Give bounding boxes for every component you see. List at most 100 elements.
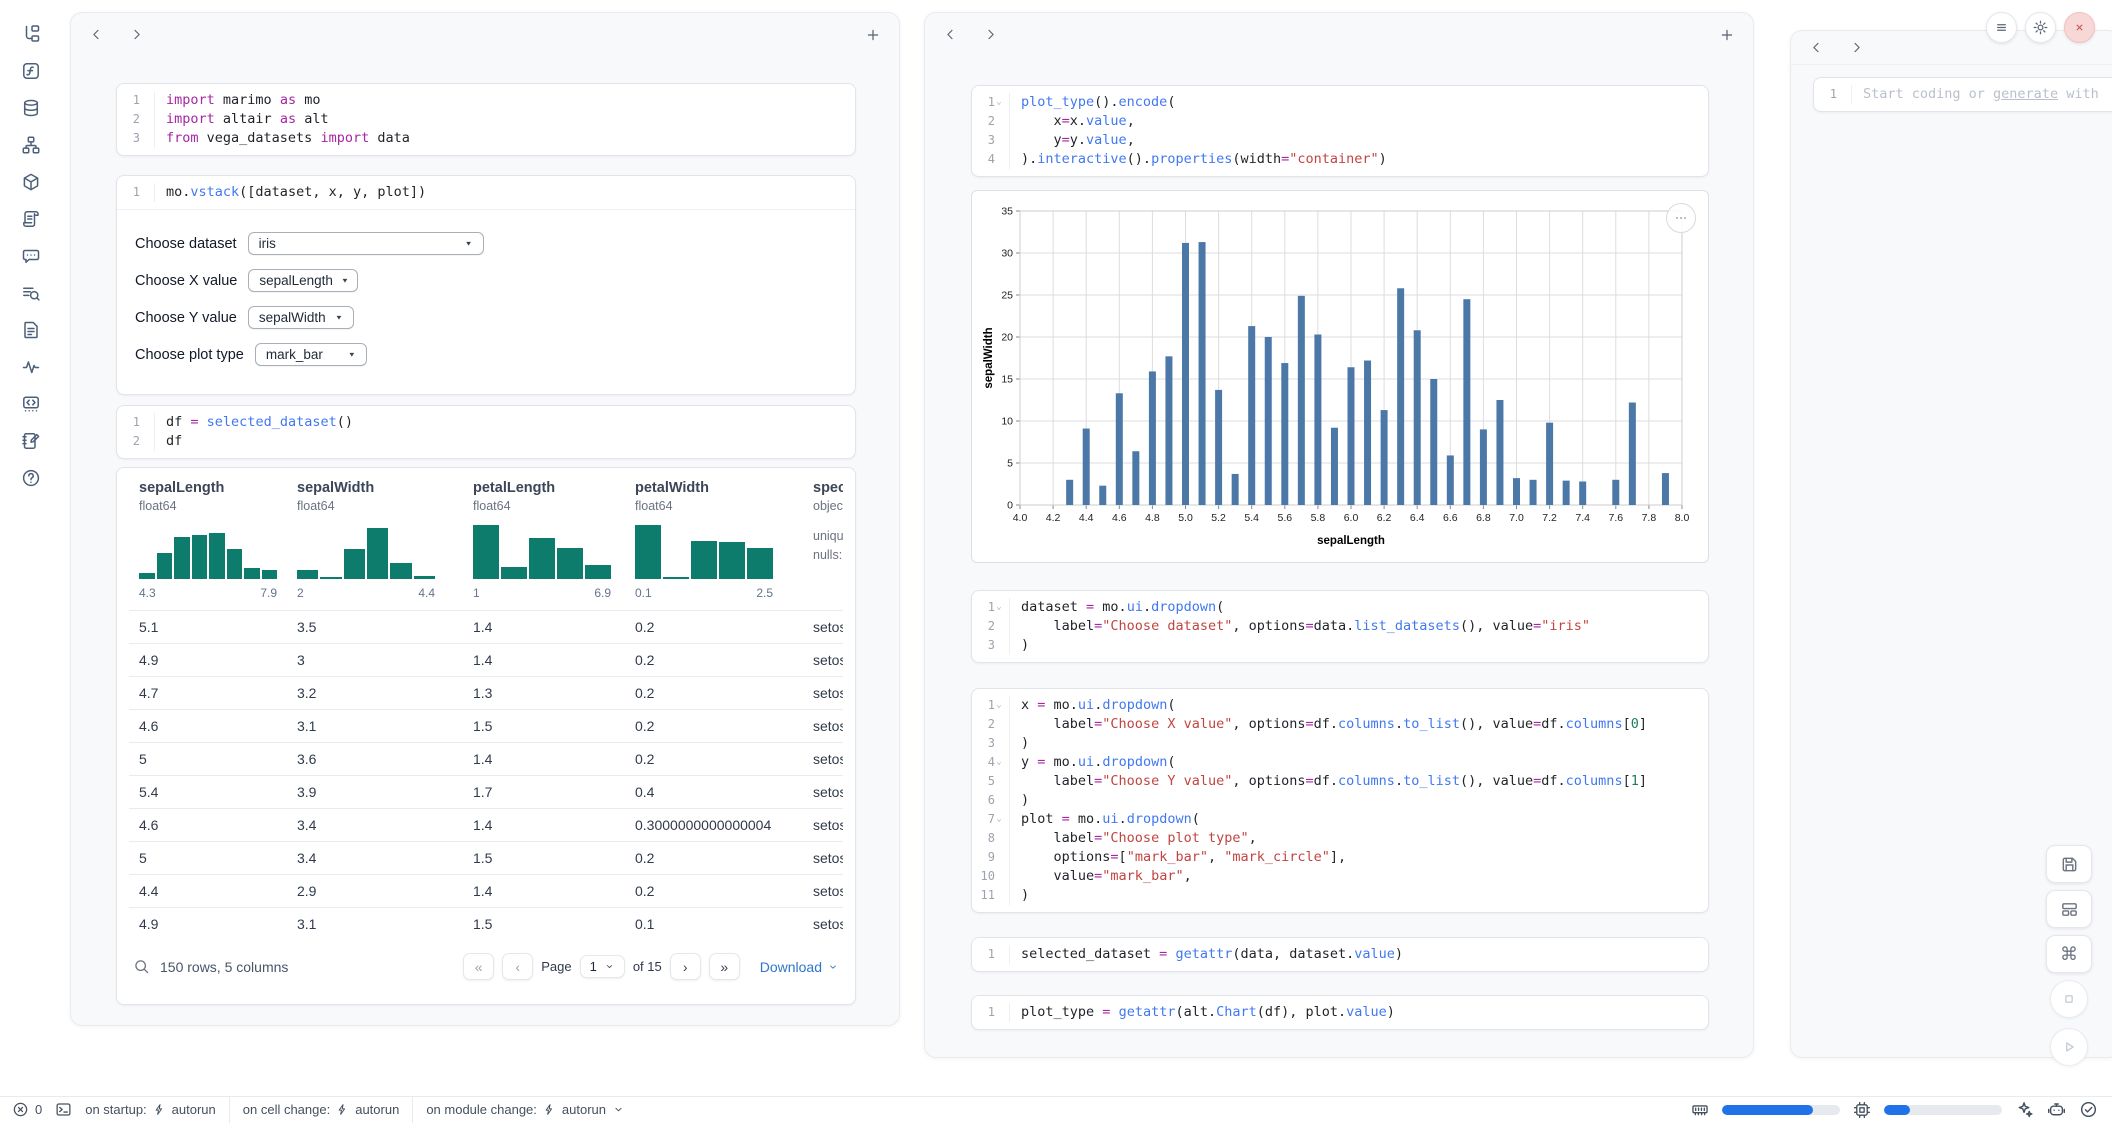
code-line: 1 ⌄ x = mo.ui.dropdown( (972, 696, 1708, 715)
code-cell-dataset-dropdown[interactable]: 1⌄dataset = mo.ui.dropdown(2⌄ label="Cho… (971, 590, 1709, 663)
run-mode-on-module-change[interactable]: on module change: autorun (426, 1102, 625, 1117)
choose-x-value-select[interactable]: sepalLength ▼ (248, 269, 359, 292)
table-row[interactable]: 4.63.11.50.2setosa (129, 709, 843, 742)
choose-plot-type-select[interactable]: mark_bar ▼ (254, 343, 367, 366)
choose-dataset-select[interactable]: iris ▼ (247, 232, 484, 255)
next-page-button[interactable]: › (669, 953, 701, 980)
file-tree-icon[interactable] (21, 24, 42, 45)
svg-text:6.0: 6.0 (1344, 512, 1359, 524)
table-column-header[interactable]: speciesobjectunique:nulls: (813, 480, 843, 562)
table-row[interactable]: 4.73.21.30.2setosa (129, 676, 843, 709)
code-cell-xy-plot-dropdowns[interactable]: 1⌄x = mo.ui.dropdown(2⌄ label="Choose X … (971, 688, 1709, 913)
code-line: 2⌄ x=x.value, (972, 112, 1708, 131)
function-square-icon[interactable] (21, 61, 42, 82)
table-column-header[interactable]: sepalWidth float64 2 4.4 (297, 480, 435, 600)
connection-status-icon[interactable] (2079, 1100, 2098, 1119)
keyboard-shortcuts-button[interactable]: ⌘ (2046, 935, 2092, 973)
table-row[interactable]: 53.61.40.2setosa (129, 742, 843, 775)
lightning-icon (336, 1103, 349, 1116)
svg-text:4.8: 4.8 (1145, 512, 1160, 524)
code-cell-plot-type[interactable]: 1⌄plot_type = getattr(alt.Chart(df), plo… (971, 995, 1709, 1030)
help-icon[interactable] (21, 468, 42, 489)
table-column-header[interactable]: petalLength float64 1 6.9 (473, 480, 611, 600)
code-line: 1 ⌄ dataset = mo.ui.dropdown( (972, 598, 1708, 617)
search-icon[interactable] (133, 958, 150, 975)
terminal-button[interactable] (55, 1101, 72, 1118)
divider (228, 1096, 230, 1123)
scroll-icon[interactable] (21, 209, 42, 230)
table-column-header[interactable]: sepalLength float64 4.3 7.9 (139, 480, 277, 600)
memory-icon (1691, 1101, 1709, 1119)
table-header: sepalLength float64 4.3 7.9 sepalWidth float6… (129, 480, 843, 610)
column-prev-button[interactable] (943, 27, 958, 42)
database-icon[interactable] (21, 98, 42, 119)
empty-code-cell[interactable]: 1⌄Start coding or generate with (1813, 77, 2112, 112)
code-line: 7 ⌄ plot = mo.ui.dropdown( (972, 810, 1708, 829)
svg-text:7.4: 7.4 (1575, 512, 1590, 524)
download-button[interactable]: Download (760, 959, 839, 975)
code-snippets-icon[interactable] (21, 394, 42, 415)
dataframe-table-output: sepalLength float64 4.3 7.9 sepalWidth float6… (116, 467, 856, 1005)
save-button[interactable] (2046, 845, 2092, 883)
scratchpad-icon[interactable] (21, 431, 42, 452)
activity-icon[interactable] (21, 357, 42, 378)
choose-plot-type-row: Choose plot type mark_bar ▼ (135, 343, 837, 366)
first-page-button[interactable]: « (463, 953, 495, 980)
column-next-button[interactable] (129, 27, 144, 42)
column-next-button[interactable] (983, 27, 998, 42)
choose-y-value-row: Choose Y value sepalWidth ▼ (135, 306, 837, 329)
prev-page-button[interactable]: ‹ (502, 953, 534, 980)
page-select[interactable]: 1 (579, 955, 625, 978)
code-cell-vstack[interactable]: 1⌄mo.vstack([dataset, x, y, plot]) Choos… (116, 175, 856, 395)
errors-indicator[interactable]: 0 (12, 1101, 42, 1118)
choose-dataset-row: Choose dataset iris ▼ (135, 232, 837, 255)
cpu-icon (1853, 1101, 1871, 1119)
table-row[interactable]: 4.42.91.40.2setosa (129, 874, 843, 907)
settings-button[interactable] (2025, 12, 2056, 43)
code-cell-plot[interactable]: 1⌄plot_type().encode(2⌄ x=x.value,3⌄ y=y… (971, 85, 1709, 177)
table-row[interactable]: 5.13.51.40.2setosa (129, 610, 843, 643)
notebook-menu-button[interactable] (1986, 12, 2017, 43)
table-row[interactable]: 53.41.50.2setosa (129, 841, 843, 874)
stop-button[interactable] (2050, 980, 2088, 1018)
layout-button[interactable] (2046, 890, 2092, 928)
run-button[interactable] (2050, 1028, 2088, 1066)
last-page-button[interactable]: » (708, 953, 740, 980)
column-next-button[interactable] (1849, 40, 1864, 55)
run-mode-on-startup[interactable]: on startup: autorun (85, 1102, 216, 1117)
ai-sparkles-icon[interactable] (2015, 1100, 2034, 1119)
add-cell-button[interactable] (1719, 27, 1735, 43)
column-histogram (297, 525, 435, 579)
page-label: Page (541, 959, 572, 974)
documentation-icon[interactable] (21, 320, 42, 341)
column-histogram (473, 525, 611, 579)
cell-output-divider (117, 209, 855, 210)
table-body: 5.13.51.40.2setosa4.931.40.2setosa4.73.2… (129, 610, 843, 940)
terminal-icon (55, 1101, 72, 1118)
column-prev-button[interactable] (89, 27, 104, 42)
add-cell-button[interactable] (865, 27, 881, 43)
code-cell-imports[interactable]: 1⌄import marimo as mo2⌄import altair as … (116, 83, 856, 156)
bar-chart[interactable]: 4.0 4.2 4.4 4.6 4.8 5.0 5.2 5.4 5.6 5.8 6.0 6.2 6.4 6… (972, 191, 1708, 559)
code-cell-selected-dataset[interactable]: 1⌄selected_dataset = getattr(data, datas… (971, 937, 1709, 972)
chart-actions-button[interactable] (1666, 203, 1696, 233)
robot-icon[interactable] (2047, 1100, 2066, 1119)
table-row[interactable]: 4.931.40.2setosa (129, 643, 843, 676)
chevron-down-icon (604, 961, 615, 972)
choose-y-value-select[interactable]: sepalWidth ▼ (247, 306, 354, 329)
table-row[interactable]: 5.43.91.70.4setosa (129, 775, 843, 808)
search-logs-icon[interactable] (21, 283, 42, 304)
column-prev-button[interactable] (1809, 40, 1824, 55)
table-row[interactable]: 4.63.41.40.3000000000000004setosa (129, 808, 843, 841)
table-row[interactable]: 4.93.11.50.1setosa (129, 907, 843, 940)
shutdown-button[interactable] (2064, 12, 2095, 43)
code-cell-df[interactable]: 1⌄df = selected_dataset()2⌄df (116, 405, 856, 459)
svg-text:5: 5 (1007, 458, 1013, 470)
table-column-header[interactable]: petalWidth float64 0.1 2.5 (635, 480, 773, 600)
run-mode-on-cell-change[interactable]: on cell change: autorun (242, 1102, 400, 1117)
chat-icon[interactable] (21, 246, 42, 267)
package-icon[interactable] (21, 172, 42, 193)
chart-output[interactable]: 4.0 4.2 4.4 4.6 4.8 5.0 5.2 5.4 5.6 5.8 6.0 6.2 6.4 6… (971, 190, 1709, 563)
dependency-graph-icon[interactable] (21, 135, 42, 156)
svg-text:6.2: 6.2 (1377, 512, 1392, 524)
